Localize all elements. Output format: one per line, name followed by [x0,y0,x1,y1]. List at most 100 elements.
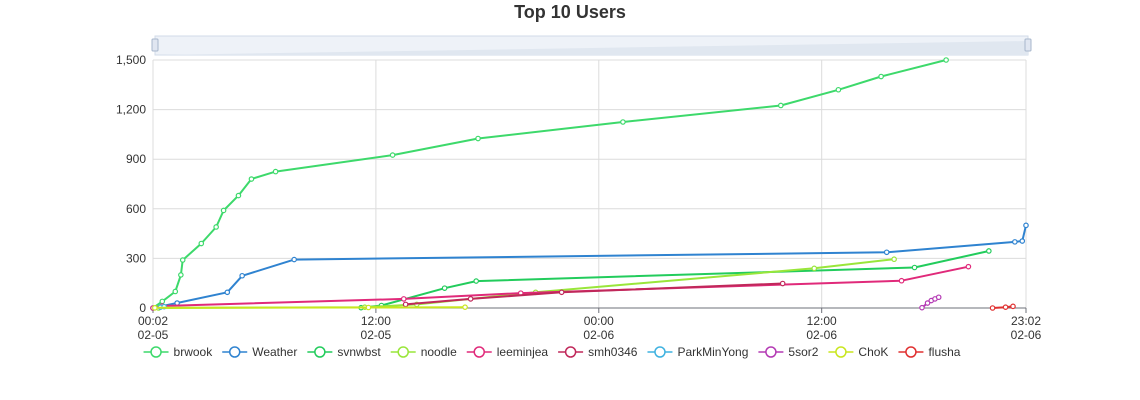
data-point[interactable] [891,256,897,263]
data-point[interactable] [558,289,565,296]
data-point[interactable] [835,86,842,93]
datazoom-overview-area [155,41,1028,55]
data-point[interactable] [220,207,227,214]
data-point[interactable] [389,152,396,158]
data-point[interactable] [291,256,297,263]
data-point[interactable] [935,294,942,301]
legend-marker-icon [835,346,847,358]
x-tick-date: 02-05 [361,328,392,342]
legend-label: noodle [421,345,457,359]
data-point[interactable] [1010,303,1016,310]
data-point[interactable] [898,277,905,284]
series-line [152,59,947,309]
data-point[interactable] [1002,304,1009,310]
legend-item-ParkMinYong[interactable]: ParkMinYong [647,345,748,359]
data-point[interactable] [919,304,925,311]
grid-lines [152,59,1027,309]
data-point[interactable] [400,296,407,302]
data-point[interactable] [989,305,996,311]
datazoom-slider[interactable] [151,35,1032,56]
data-point[interactable] [172,288,179,295]
data-point[interactable] [1023,222,1029,229]
x-tick-date: 02-06 [1011,328,1042,342]
data-point[interactable] [179,257,186,263]
data-point[interactable] [883,249,890,256]
data-point[interactable] [467,296,474,302]
series-line [152,225,1027,309]
data-point[interactable] [159,298,166,305]
legend-item-flusha[interactable]: flusha [898,345,961,359]
series-ChoK [152,304,468,311]
data-point[interactable] [365,304,372,311]
data-point[interactable] [213,224,219,230]
x-tick-time: 23:02 [1011,314,1041,328]
legend-label: flusha [928,345,960,359]
data-point[interactable] [198,240,205,247]
legend-label: Weather [252,345,297,359]
x-tick-date: 02-06 [806,328,837,342]
data-point[interactable] [965,263,972,270]
legend-label: ChoK [858,345,888,359]
legend: brwook Weather svnwbst noodle leeminjea smh03… [143,345,961,359]
legend-label: ParkMinYong [677,345,748,359]
x-tick-date: 02-05 [138,328,169,342]
data-point[interactable] [779,280,786,287]
series-line [405,282,783,306]
legend-marker-icon [765,346,777,358]
data-point[interactable] [986,248,992,254]
datazoom-right-handle[interactable] [1024,38,1032,52]
data-point[interactable] [943,57,949,63]
data-point[interactable] [441,285,448,291]
data-point[interactable] [462,304,468,310]
data-point[interactable] [1019,238,1026,244]
y-tick-label: 300 [126,251,146,265]
y-tick-label: 0 [139,301,146,315]
legend-item-svnwbst[interactable]: svnwbst [307,345,381,359]
data-point[interactable] [402,301,409,308]
legend-label: smh0346 [588,345,638,359]
legend-item-noodle[interactable]: noodle [390,345,457,359]
data-point[interactable] [152,305,158,311]
legend-item-brwook[interactable]: brwook [143,345,214,359]
legend-item-ChoK[interactable]: ChoK [828,345,888,359]
legend-marker-icon [150,346,162,358]
legend-item-leeminjea[interactable]: leeminjea [466,345,549,359]
datazoom-left-handle[interactable] [151,38,159,52]
legend-item-Weather[interactable]: Weather [222,345,297,359]
data-point[interactable] [248,176,255,182]
data-point[interactable] [811,265,818,272]
legend-marker-icon [314,346,326,358]
series-flusha [989,303,1016,311]
axes: 03006009001,2001,50000:0202-0512:0002-05… [116,53,1042,342]
y-tick-label: 1,500 [116,53,146,67]
y-tick-label: 1,200 [116,103,146,117]
series-line [152,265,969,309]
data-point[interactable] [620,119,626,125]
data-point[interactable] [178,272,184,278]
legend-label: svnwbst [337,345,381,359]
x-tick-time: 12:00 [361,314,391,328]
data-point[interactable] [224,289,231,296]
data-point[interactable] [778,102,784,109]
data-point[interactable] [473,278,479,284]
data-point[interactable] [924,300,931,306]
legend-marker-icon [397,346,409,358]
legend-label: brwook [174,345,214,359]
legend-item-smh0346[interactable]: smh0346 [558,345,638,359]
legend-item-5sor2[interactable]: 5sor2 [758,345,819,359]
series-5sor2 [919,294,942,311]
data-point[interactable] [272,168,279,175]
legend-marker-icon [228,346,241,358]
data-point[interactable] [235,192,242,199]
data-point[interactable] [911,264,918,271]
data-point[interactable] [878,73,884,80]
data-point[interactable] [1012,239,1018,245]
legend-label: 5sor2 [788,345,818,359]
data-point[interactable] [475,135,481,142]
legend-marker-icon [654,346,666,358]
legend-marker-icon [905,346,917,358]
data-point[interactable] [239,272,245,279]
x-tick-time: 00:00 [584,314,614,328]
series-layer [150,57,1029,311]
legend-label: leeminjea [497,345,549,359]
